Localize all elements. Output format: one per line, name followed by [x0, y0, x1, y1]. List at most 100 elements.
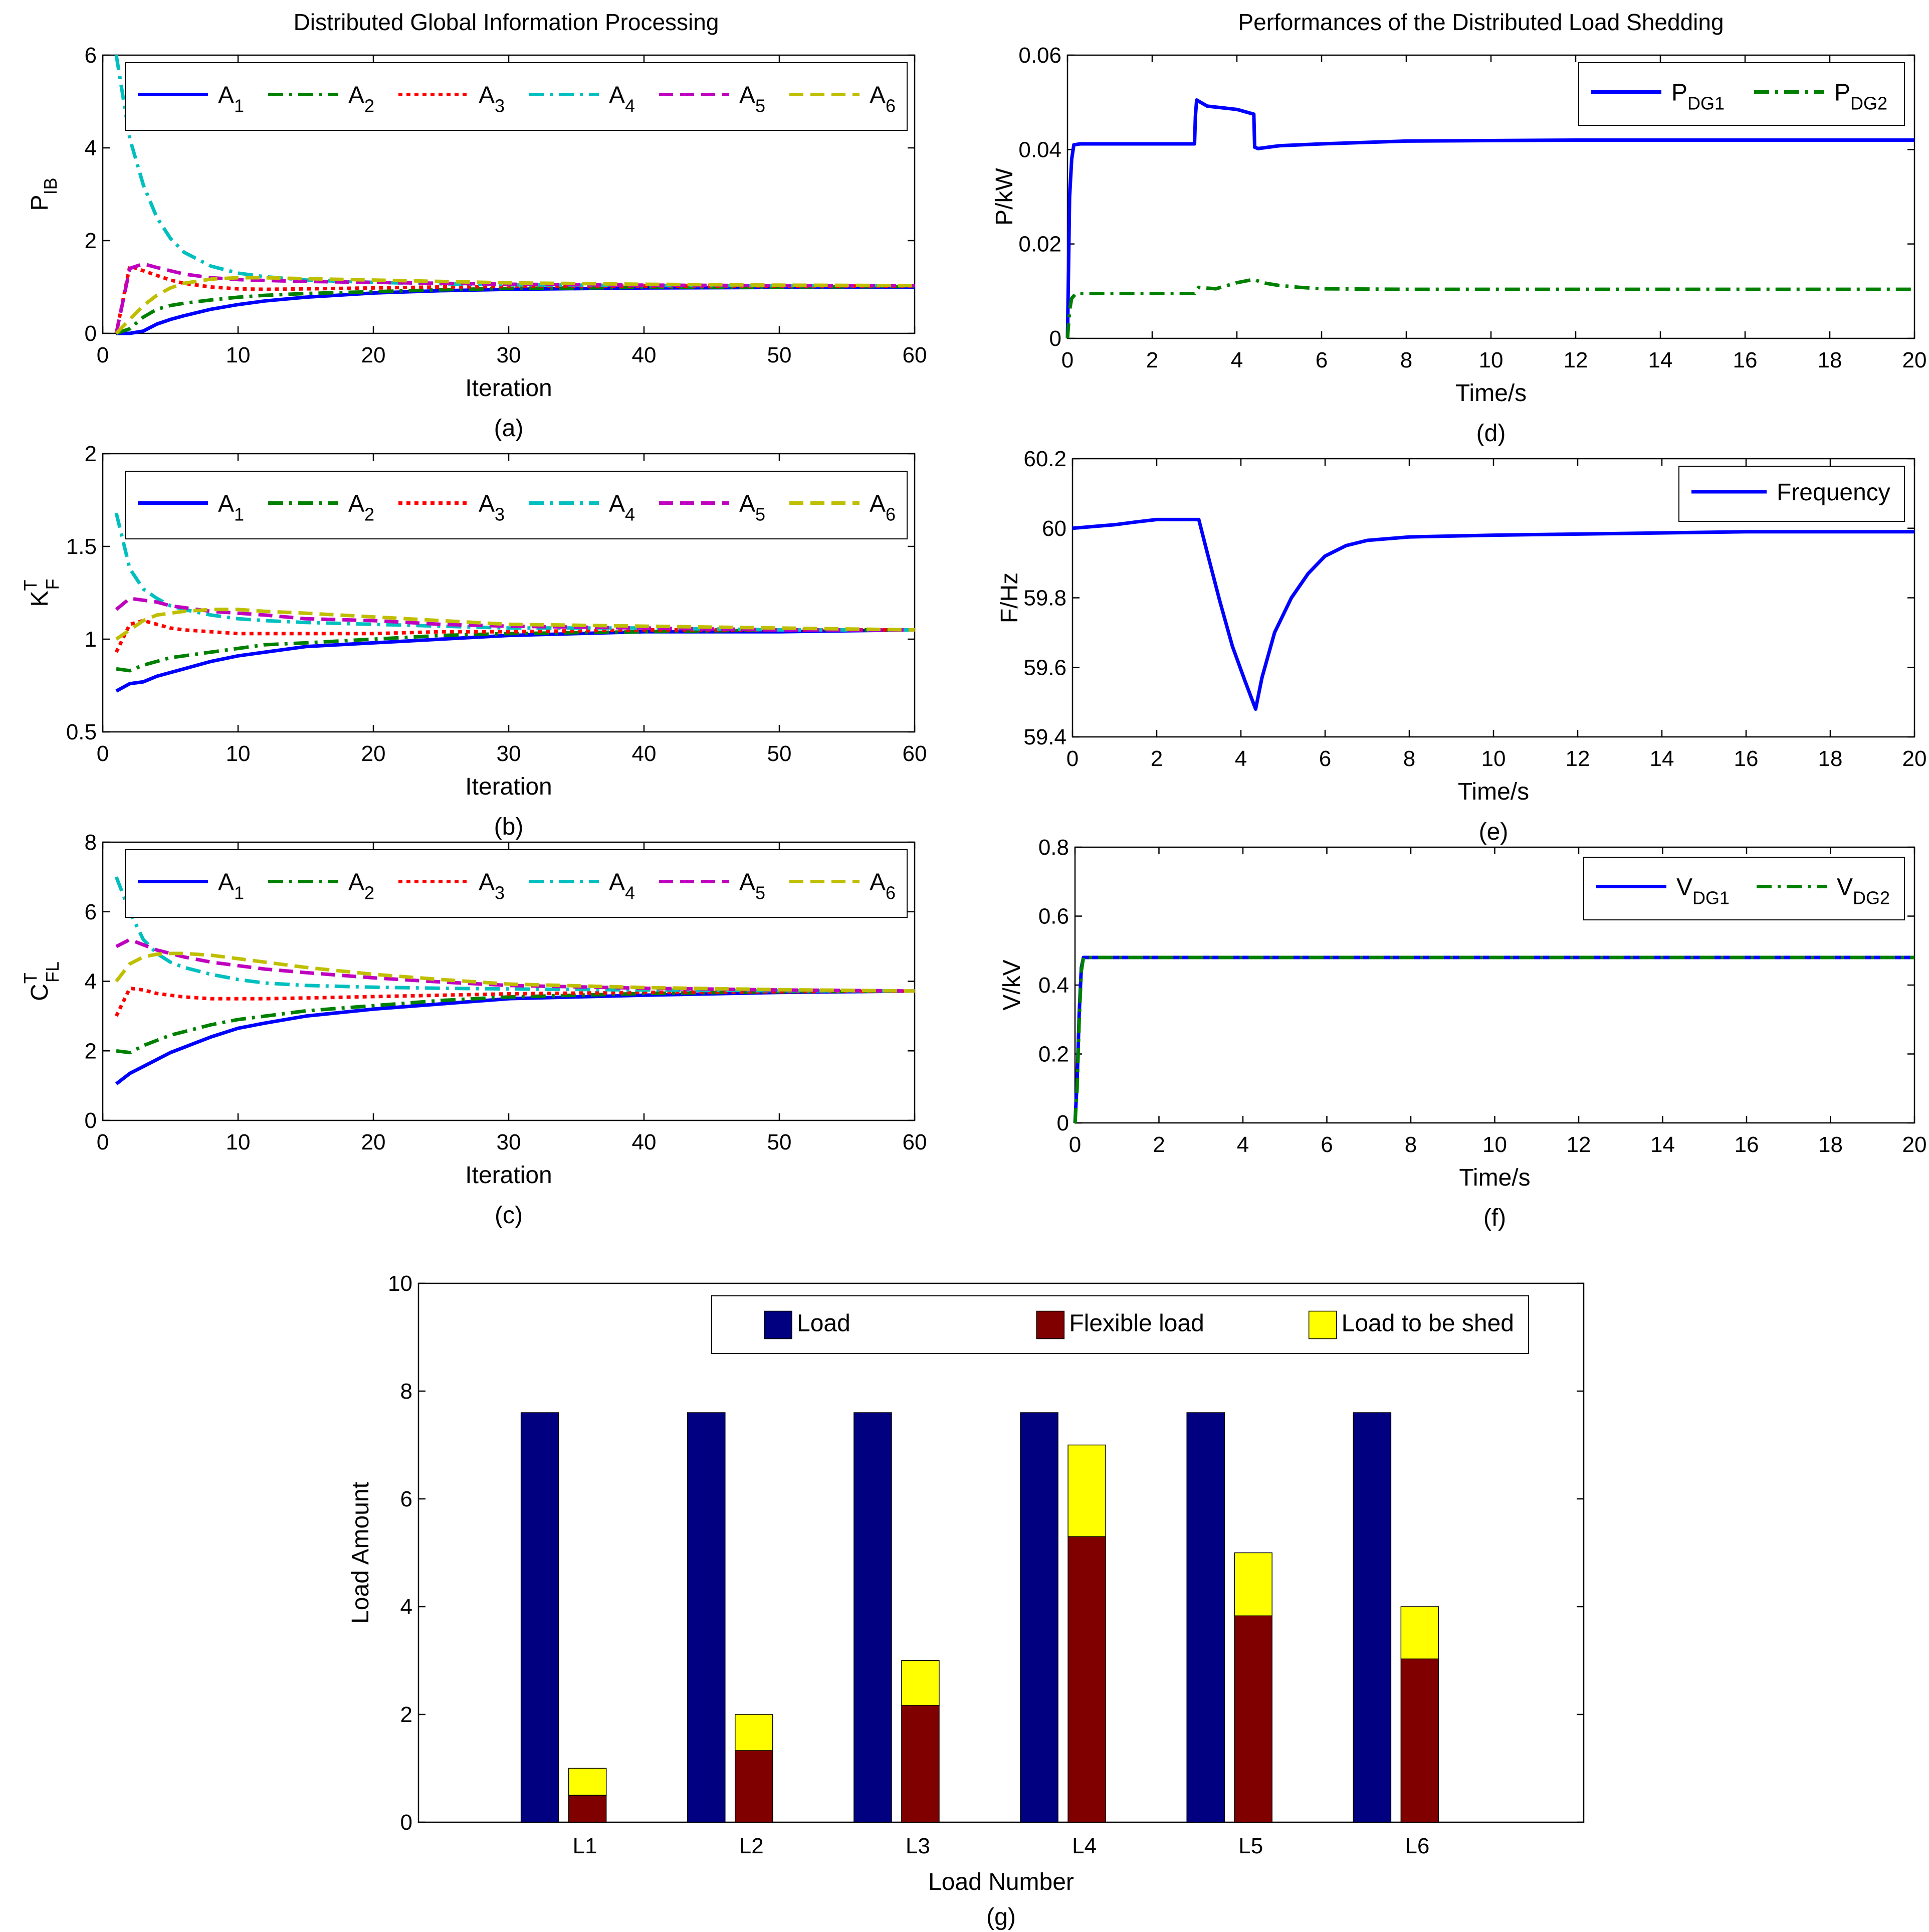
y-tick-label: 60 [1042, 516, 1066, 541]
x-tick-label: 0 [1069, 1132, 1081, 1157]
panel-caption: (c) [495, 1202, 523, 1229]
y-tick-label: 0.02 [1018, 232, 1061, 257]
y-axis-text-base: F/Hz [996, 572, 1023, 623]
panel-caption: (f) [1483, 1205, 1506, 1231]
legend-label: A6 [870, 82, 896, 116]
y-axis-text: CTFL [20, 961, 63, 1001]
x-axis-label: Iteration [465, 774, 552, 800]
x-tick-label: 20 [1902, 1132, 1927, 1157]
y-tick-label: 0 [400, 1810, 412, 1835]
series-line-pdg1 [1065, 98, 1914, 339]
legend-label: A6 [870, 869, 896, 903]
bar-load-to-be-shed [1067, 1444, 1106, 1537]
y-tick-label: 1.5 [66, 534, 97, 559]
legend-label: A5 [739, 82, 765, 116]
y-axis-text-base: P/kW [991, 167, 1018, 225]
y-axis-label: KTF [20, 578, 63, 607]
y-axis-text-sup: T [20, 579, 41, 591]
legend-label-base: A [870, 491, 886, 517]
legend-label-base: A [479, 491, 495, 517]
y-axis-text-base: V/kV [999, 959, 1025, 1010]
x-tick-label: 10 [1481, 746, 1506, 771]
legend-label-sub: 4 [625, 504, 635, 525]
panel-caption: (b) [494, 814, 524, 840]
y-axis-text-sup: T [20, 973, 41, 984]
legend-label: A4 [609, 82, 635, 116]
bar-load-to-be-shed [901, 1660, 940, 1706]
legend-swatch [1036, 1310, 1065, 1339]
x-tick-label: 14 [1650, 1132, 1675, 1157]
x-tick-label: 16 [1734, 746, 1759, 771]
bar-flexible-load [735, 1750, 773, 1823]
y-axis-text-base: Load Amount [347, 1482, 374, 1624]
bar-load-to-be-shed [1234, 1552, 1272, 1617]
x-tick-label: 20 [1902, 746, 1927, 771]
y-tick-label: 59.8 [1023, 586, 1066, 611]
legend-label-base: V [1676, 874, 1692, 901]
bar-flexible-load [1400, 1658, 1439, 1823]
y-tick-label: 4 [85, 136, 97, 160]
x-tick-label: 14 [1648, 348, 1673, 372]
legend-label-sub: 2 [364, 883, 374, 903]
x-tick-label: 40 [632, 1130, 657, 1154]
x-tick-label: 0 [97, 741, 109, 766]
x-tick-label: 40 [632, 741, 657, 766]
chart-e-frequency: 59.4 59.6 59.8 60 60.2 0 2 4 6 8 10 12 14 16 18 20 Time/… [996, 447, 1926, 845]
left-heading: Distributed Global Information Processin… [294, 9, 719, 35]
legend-label-sub: 5 [755, 883, 765, 903]
panel-caption: (a) [494, 415, 524, 442]
legend-label: Load to be shed [1342, 1310, 1514, 1337]
x-tick-label: 8 [1403, 746, 1415, 771]
legend-label: A1 [218, 491, 244, 525]
legend-label: PDG2 [1834, 80, 1887, 114]
x-tick-label: 10 [1479, 348, 1504, 372]
series-line-a2 [116, 628, 915, 673]
legend-label-sub: 6 [886, 504, 896, 525]
legend-label: VDG1 [1676, 874, 1730, 908]
y-tick-label: 2 [85, 1039, 97, 1063]
x-tick-label: 60 [903, 1130, 927, 1154]
y-axis-text-base: K [27, 591, 53, 607]
y-tick-label: 0 [85, 321, 97, 346]
legend-box [125, 62, 908, 131]
x-tick-label: 14 [1650, 746, 1674, 771]
bar-flexible-load [1067, 1536, 1106, 1823]
legend-label-base: A [348, 869, 364, 896]
y-tick-label: 10 [388, 1271, 412, 1296]
x-tick-label: 10 [1482, 1132, 1507, 1157]
y-axis-label: V/kV [999, 959, 1025, 1010]
x-tick-label: 12 [1564, 348, 1588, 372]
y-axis-text: V/kV [999, 959, 1025, 1010]
legend-box [711, 1295, 1529, 1354]
legend-label-base: A [609, 869, 625, 896]
legend-label: A2 [348, 869, 374, 903]
x-tick-label: 4 [1235, 746, 1247, 771]
bar-load [520, 1412, 559, 1823]
series-line-a5 [115, 597, 915, 632]
x-tick-label: 6 [1321, 1132, 1333, 1157]
series-line-vdg1 [1073, 955, 1914, 1123]
x-tick-label: 18 [1818, 1132, 1843, 1157]
legend-label: A1 [218, 869, 244, 903]
x-tick-label: L6 [1405, 1834, 1429, 1858]
series-line-a2 [116, 989, 915, 1055]
y-axis-text: Load Amount [347, 1482, 374, 1624]
legend-label-base: A [739, 491, 755, 517]
x-tick-label: 6 [1316, 348, 1328, 372]
chart-f-voltage: 0 0.2 0.4 0.6 0.8 0 2 4 6 8 10 12 14 16 18 20 Time/s V/kV… [999, 835, 1926, 1231]
x-tick-label: 10 [226, 1130, 251, 1154]
x-tick-label: 20 [361, 343, 386, 367]
bar-load [687, 1412, 726, 1823]
legend-label-base: A [218, 82, 234, 109]
x-tick-label: 60 [903, 343, 927, 367]
legend-label-sub: 5 [755, 96, 765, 116]
legend-box [1678, 466, 1905, 522]
series-line-a6 [115, 276, 915, 335]
series-line-frequency [1072, 517, 1914, 711]
legend-label-sub: DG1 [1692, 888, 1730, 908]
legend-label-base: A [870, 869, 886, 896]
x-tick-label: L4 [1072, 1834, 1097, 1858]
y-tick-label: 0.8 [1038, 835, 1069, 860]
